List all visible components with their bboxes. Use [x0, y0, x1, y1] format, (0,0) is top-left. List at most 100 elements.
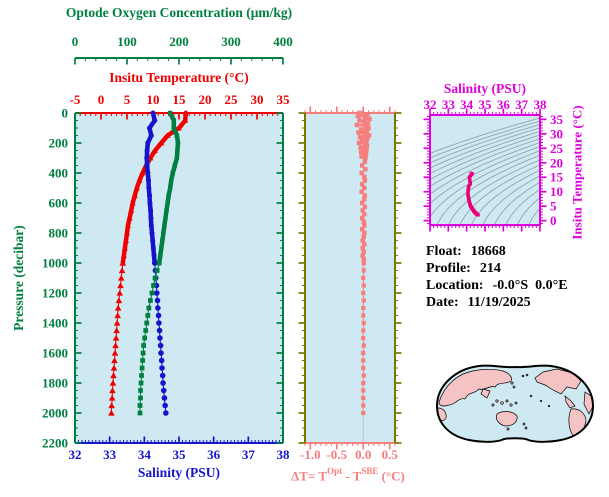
date-label: Date: — [426, 295, 459, 310]
svg-text:600: 600 — [49, 196, 69, 211]
delta-t-bottom-axis: -1.0 -0.5 0.0 0.5 — [300, 442, 399, 462]
salinity-series — [144, 110, 169, 416]
svg-text:400: 400 — [273, 34, 293, 49]
delta-t-axis-title: ΔT= TOpt - TSBE (°C) — [283, 465, 413, 483]
svg-text:20: 20 — [199, 92, 212, 107]
delta-t-label-sup-sbe: SBE — [361, 466, 379, 476]
svg-text:1800: 1800 — [42, 376, 68, 391]
svg-text:36: 36 — [497, 97, 511, 112]
main-profile-panel — [75, 113, 283, 443]
svg-text:2200: 2200 — [42, 436, 68, 451]
svg-text:1200: 1200 — [42, 286, 68, 301]
float-id-label: Float: — [426, 244, 462, 259]
delta-t-top-axis — [304, 106, 396, 114]
profile-number-label: Profile: — [426, 261, 471, 276]
oxygen-axis-title: Optode Oxygen Concentration (μm/kg) — [65, 5, 293, 20]
delta-t-label-sup-opt: Opt — [327, 466, 343, 476]
delta-t-right-axis — [394, 112, 402, 444]
svg-text:35: 35 — [173, 447, 187, 462]
svg-text:30: 30 — [251, 92, 264, 107]
svg-text:0.0: 0.0 — [355, 447, 371, 462]
svg-text:1000: 1000 — [42, 256, 68, 271]
svg-text:5: 5 — [550, 199, 557, 214]
pressure-axis-left: 0 200 400 600 800 1000 1200 1400 1600 1800 2000 220… — [42, 106, 82, 451]
svg-text:30: 30 — [550, 126, 563, 141]
svg-text:10: 10 — [550, 184, 563, 199]
svg-text:35: 35 — [479, 97, 493, 112]
float-info-block: Float: 18668 Profile: 214 Location: -0.0°S … — [426, 243, 568, 311]
float-id-value: 18668 — [470, 244, 506, 259]
world-map — [435, 364, 595, 443]
svg-text:38: 38 — [534, 97, 548, 112]
svg-text:200: 200 — [49, 136, 69, 151]
date-value: 11/19/2025 — [467, 295, 531, 310]
svg-text:34: 34 — [460, 97, 474, 112]
svg-text:100: 100 — [117, 34, 137, 49]
svg-text:-0.5: -0.5 — [326, 447, 347, 462]
delta-t-panel — [305, 113, 395, 443]
svg-text:15: 15 — [550, 170, 564, 185]
pressure-axis-right — [276, 112, 284, 444]
delta-t-left-axis — [298, 112, 306, 444]
location-row: Location: -0.0°S 0.0°E — [426, 277, 568, 294]
svg-text:38: 38 — [277, 447, 291, 462]
svg-text:1400: 1400 — [42, 316, 68, 331]
svg-text:20: 20 — [550, 155, 563, 170]
oxygen-axis: 0 100 200 300 400 — [72, 34, 293, 65]
svg-text:10: 10 — [147, 92, 160, 107]
svg-text:37: 37 — [242, 447, 256, 462]
delta-t-series — [354, 110, 372, 416]
delta-t-label-pre: ΔT= T — [291, 468, 328, 484]
delta-t-label-post: (°C) — [378, 468, 405, 484]
svg-text:800: 800 — [49, 226, 69, 241]
svg-text:0: 0 — [550, 213, 557, 228]
svg-text:32: 32 — [69, 447, 82, 462]
svg-text:33: 33 — [103, 447, 117, 462]
delta-t-label-mid: - T — [342, 468, 362, 484]
svg-text:0: 0 — [98, 92, 105, 107]
svg-text:35: 35 — [550, 112, 564, 127]
profile-number-value: 214 — [479, 261, 501, 276]
ts-panel — [430, 115, 540, 225]
svg-text:0: 0 — [62, 106, 69, 121]
svg-text:-1.0: -1.0 — [300, 447, 321, 462]
location-value: -0.0°S 0.0°E — [492, 278, 568, 293]
svg-text:15: 15 — [173, 92, 187, 107]
temperature-axis-title: Insitu Temperature (°C) — [109, 70, 249, 85]
svg-text:200: 200 — [169, 34, 189, 49]
location-label: Location: — [426, 278, 484, 293]
date-row: Date: 11/19/2025 — [426, 294, 568, 311]
ts-temperature-axis-title: Insitu Temperature (°C) — [569, 105, 585, 240]
temperature-series — [108, 110, 189, 416]
ts-curve — [466, 171, 480, 217]
salinity-axis-title: Salinity (PSU) — [137, 465, 221, 480]
pressure-axis-title: Pressure (decibar) — [11, 225, 26, 331]
world-map-land — [437, 365, 593, 438]
world-map-outline — [435, 364, 595, 443]
ts-bottom-axis — [429, 224, 541, 232]
svg-text:34: 34 — [138, 447, 152, 462]
svg-text:25: 25 — [225, 92, 239, 107]
svg-text:300: 300 — [221, 34, 241, 49]
float-id-row: Float: 18668 — [426, 243, 568, 260]
svg-text:-5: -5 — [70, 92, 81, 107]
svg-text:25: 25 — [550, 141, 564, 156]
profile-number-row: Profile: 214 — [426, 260, 568, 277]
svg-text:2000: 2000 — [42, 406, 68, 421]
ts-salinity-axis-title: Salinity (PSU) — [443, 81, 527, 96]
svg-text:1600: 1600 — [42, 346, 68, 361]
ts-salinity-axis: 32 33 34 35 36 37 38 — [424, 97, 548, 116]
svg-text:0.5: 0.5 — [382, 447, 399, 462]
svg-text:37: 37 — [515, 97, 529, 112]
svg-text:36: 36 — [207, 447, 221, 462]
svg-text:35: 35 — [277, 92, 291, 107]
svg-text:5: 5 — [124, 92, 131, 107]
svg-text:33: 33 — [442, 97, 456, 112]
oxygen-series — [137, 110, 181, 416]
svg-text:0: 0 — [72, 34, 79, 49]
svg-text:400: 400 — [49, 166, 69, 181]
ts-left-axis — [423, 115, 431, 225]
